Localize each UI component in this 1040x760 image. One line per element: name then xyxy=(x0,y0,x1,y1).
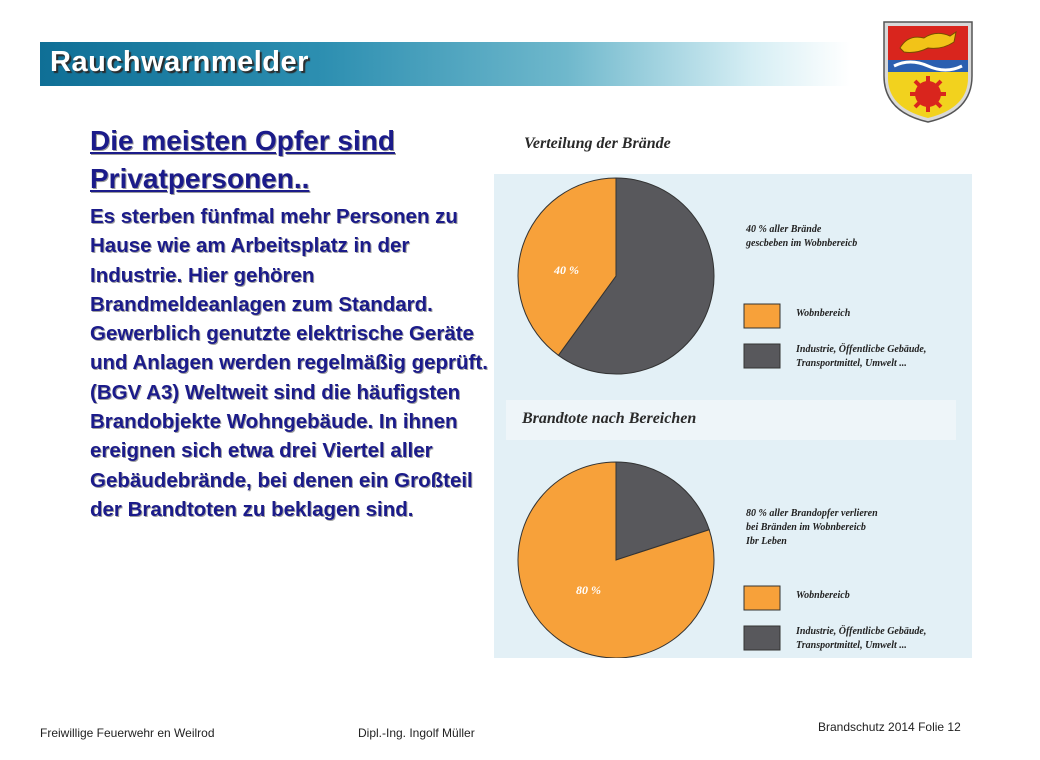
footer-slide-number: Brandschutz 2014 Folie 12 xyxy=(818,720,961,734)
pie-chart-fires: 40 % 40 % aller Brände gescbeben im Wobnbe… xyxy=(517,177,926,375)
legend-label-other: Transportmittel, Umwelt ... xyxy=(796,640,907,651)
chart-annotation-line: bei Bränden im Wobnbereicb xyxy=(746,522,866,533)
body-text: Es sterben fünfmal mehr Personen zu Haus… xyxy=(90,205,488,521)
pie-slice-residential xyxy=(517,461,715,658)
legend-label-residential: Wobnbereich xyxy=(796,308,851,319)
legend-swatch-residential xyxy=(743,303,781,329)
chart-annotation-line: gescbeben im Wobnbereicb xyxy=(745,238,857,249)
pie-slice-other xyxy=(557,177,715,375)
legend-label-other: Industrie, Öffentlicbe Gebäude, xyxy=(795,624,926,637)
legend-swatch-other xyxy=(743,625,781,651)
pie-slice-label: 80 % xyxy=(576,583,601,597)
heading: Die meisten Opfer sind Privatpersonen.. xyxy=(90,125,395,194)
title-bar: Rauchwarnmelder xyxy=(40,42,850,86)
chart-annotation-line: Ibr Leben xyxy=(745,536,787,547)
pie-slice-label: 40 % xyxy=(553,263,579,277)
pie-slice-residential xyxy=(517,177,617,356)
chart-annotation-line: 80 % aller Brandopfer verlieren xyxy=(746,508,878,519)
chart-title-strip xyxy=(506,400,956,440)
footer-organization: Freiwillige Feuerwehr en Weilrod xyxy=(40,726,215,740)
footer-author: Dipl.-Ing. Ingolf Müller xyxy=(358,726,475,740)
legend-label-other: Industrie, Öffentlicbe Gebäude, xyxy=(795,342,926,355)
legend-label-residential: Wobnbereicb xyxy=(796,590,850,601)
coat-of-arms-logo xyxy=(883,21,973,123)
slide-title: Rauchwarnmelder xyxy=(50,46,309,78)
legend-swatch-other xyxy=(743,343,781,369)
chart-title-fires: Verteilung der Brände xyxy=(524,135,671,152)
pie-slice-other xyxy=(615,461,710,561)
chart-title-deaths: Brandtote nach Bereichen xyxy=(522,410,697,427)
pie-chart-deaths: 80 % 80 % aller Brandopfer verlieren bei B… xyxy=(517,461,926,658)
legend-swatch-residential xyxy=(743,585,781,611)
chart-annotation-line: 40 % aller Brände xyxy=(745,224,822,235)
legend-label-other: Transportmittel, Umwelt ... xyxy=(796,358,907,369)
pie-charts: 40 % 40 % aller Brände gescbeben im Wobnbe… xyxy=(517,177,926,658)
